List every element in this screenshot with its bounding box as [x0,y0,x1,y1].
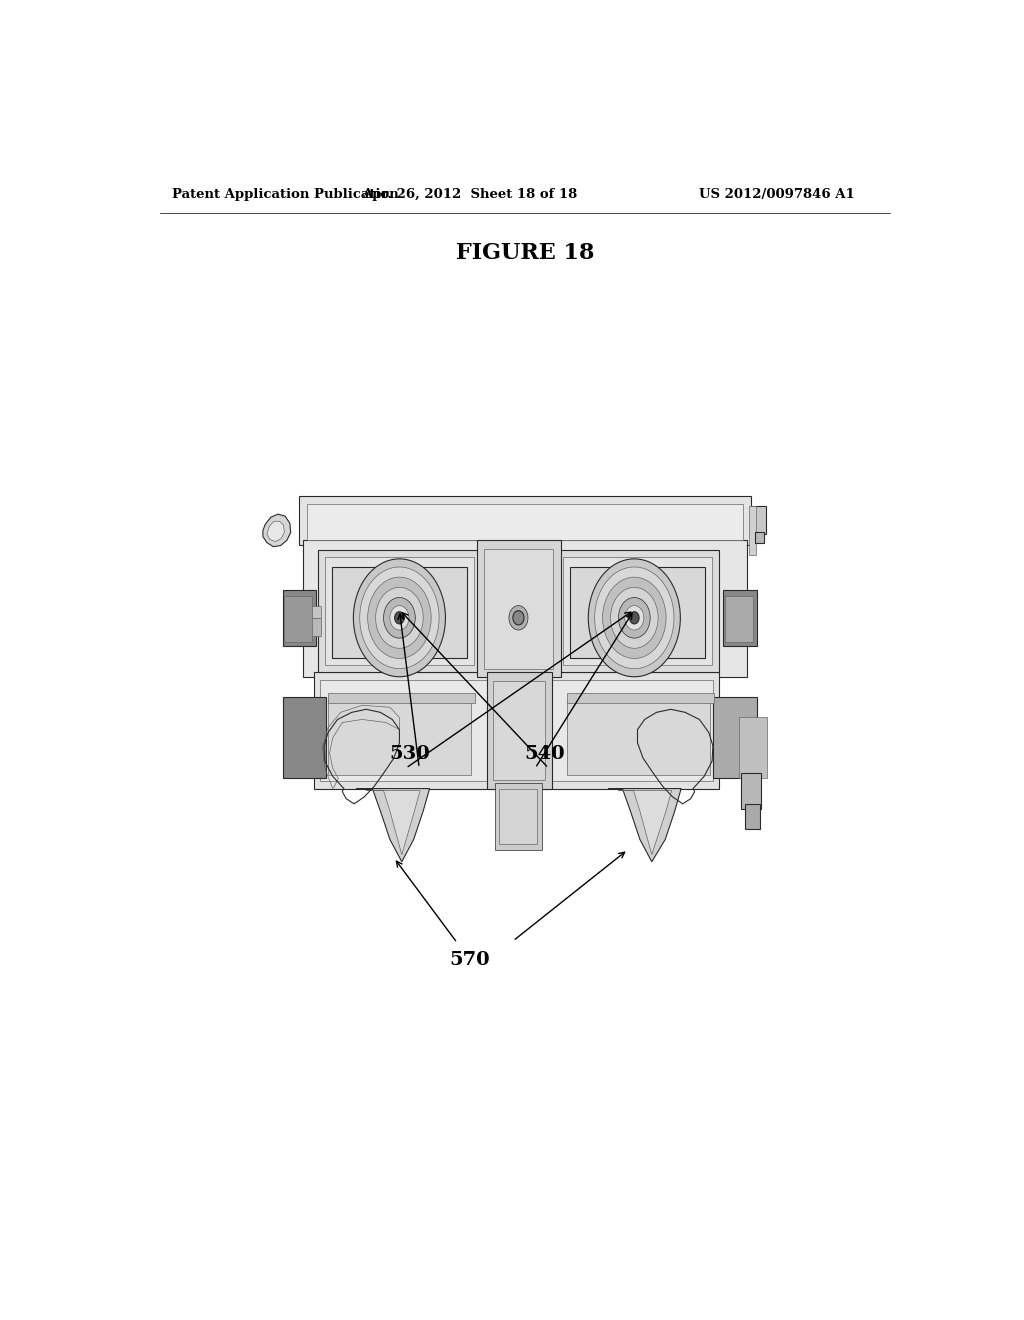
Bar [314,672,719,788]
Text: US 2012/0097846 A1: US 2012/0097846 A1 [699,189,855,202]
Bar [325,557,474,664]
Bar [563,557,712,664]
Bar [500,788,538,845]
Bar [283,590,316,647]
Polygon shape [356,788,430,862]
Bar [321,680,713,781]
Bar [567,700,710,775]
Bar [303,540,748,677]
Bar [477,540,560,677]
Circle shape [376,587,423,648]
Bar [285,597,312,643]
Bar [570,568,705,659]
Circle shape [359,568,439,669]
Bar [306,504,743,540]
Circle shape [630,611,639,624]
Circle shape [625,606,644,630]
Circle shape [384,598,416,638]
Bar [483,549,553,669]
Circle shape [368,577,431,659]
Bar [495,784,543,850]
Polygon shape [367,791,420,854]
Circle shape [610,587,658,648]
Circle shape [513,611,524,624]
Circle shape [390,606,409,630]
Bar [318,549,481,672]
Polygon shape [608,788,681,862]
Bar [283,697,327,779]
Bar [297,606,321,618]
Bar [741,774,761,809]
Bar [739,718,767,779]
Bar [725,597,753,643]
Bar [713,697,757,779]
Text: 570: 570 [449,952,489,969]
Bar [328,693,475,704]
Circle shape [595,568,674,669]
Circle shape [353,558,445,677]
Bar [750,506,756,554]
Text: 530: 530 [389,746,430,763]
Bar [752,506,766,535]
Bar [299,496,751,545]
Bar [744,804,761,829]
Text: FIGURE 18: FIGURE 18 [456,242,594,264]
Circle shape [588,558,680,677]
Bar [557,549,719,672]
Text: Apr. 26, 2012  Sheet 18 of 18: Apr. 26, 2012 Sheet 18 of 18 [361,189,577,202]
Bar [494,681,545,780]
Bar [567,693,714,704]
Polygon shape [618,791,672,854]
Text: 540: 540 [524,746,565,763]
Circle shape [618,598,650,638]
Text: Patent Application Publication: Patent Application Publication [172,189,398,202]
Bar [755,532,765,543]
Circle shape [394,611,404,624]
Circle shape [602,577,666,659]
Polygon shape [267,521,285,541]
Circle shape [509,606,528,630]
Bar [332,568,467,659]
Bar [297,618,321,636]
Polygon shape [263,515,291,546]
Bar [486,672,552,788]
Bar [723,590,757,647]
Bar [328,700,471,775]
